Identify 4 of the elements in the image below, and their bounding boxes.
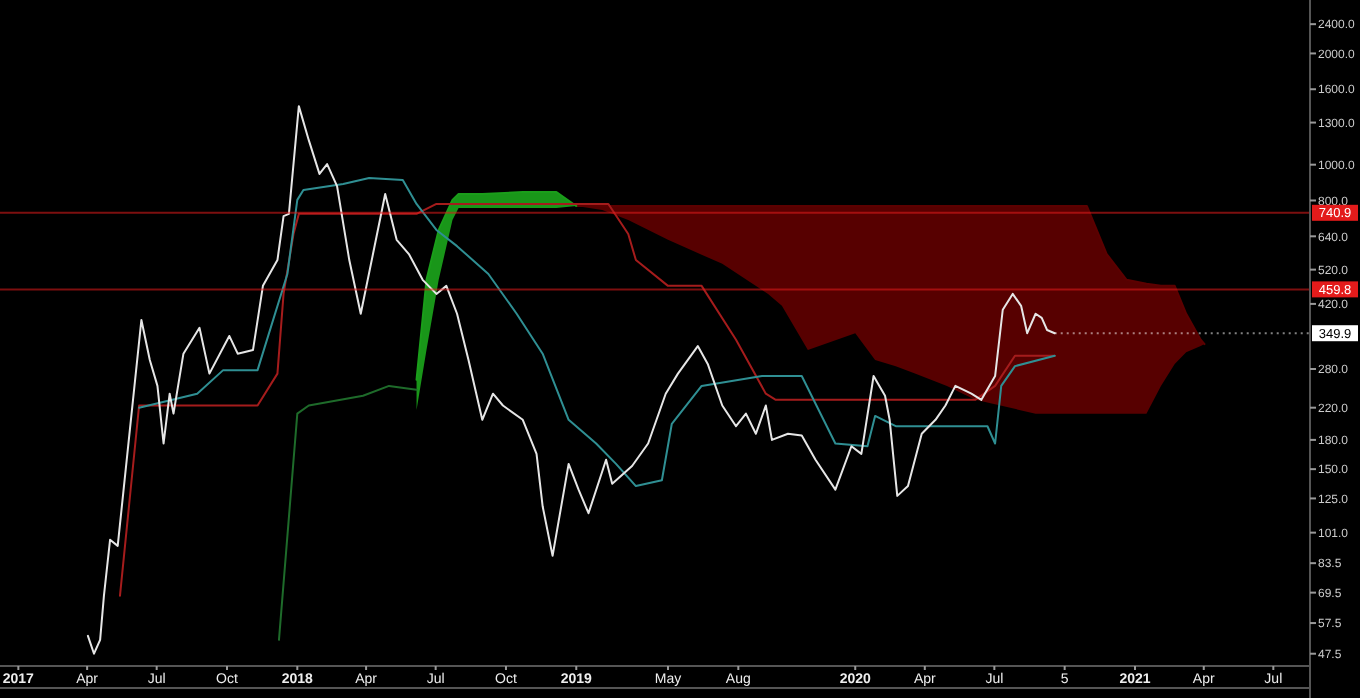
line-series [138,177,1056,488]
line-series [118,202,1056,597]
line-series [277,384,418,641]
line-series [86,105,1056,655]
